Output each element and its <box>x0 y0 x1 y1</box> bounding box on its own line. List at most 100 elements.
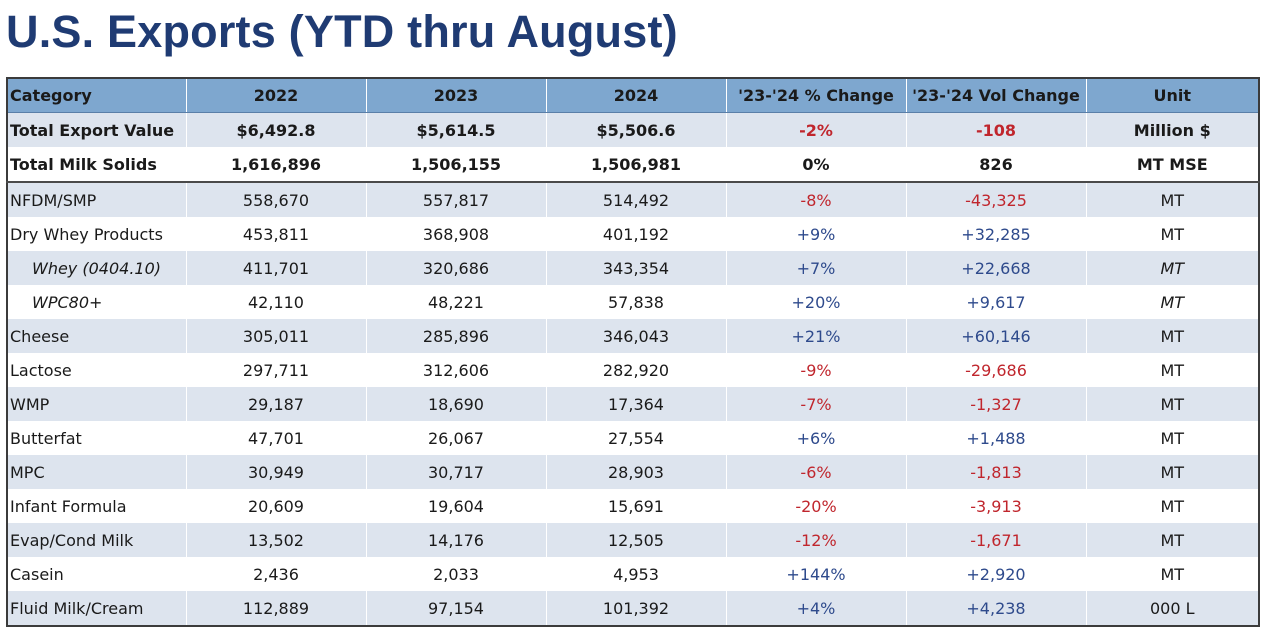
vol-change-cell: +4,238 <box>905 591 1087 627</box>
pct-change-cell: -20% <box>725 489 907 523</box>
header-2022: 2022 <box>185 77 367 113</box>
value-2023-cell: 557,817 <box>365 182 547 217</box>
value-2022-cell: 1,616,896 <box>185 147 367 183</box>
value-2023-cell: 48,221 <box>365 285 547 319</box>
value-2022-cell: 305,011 <box>185 319 367 353</box>
value-2023-cell: 320,686 <box>365 251 547 285</box>
header-pct-change: '23-'24 % Change <box>725 77 907 113</box>
value-2024-cell: 346,043 <box>545 319 727 353</box>
exports-table: Category 2022 2023 2024 '23-'24 % Change… <box>6 77 1260 627</box>
table-row: Whey (0404.10) 411,701 320,686 343,354 +7% +2… <box>6 251 1260 285</box>
vol-change-cell: -108 <box>905 112 1087 147</box>
vol-change-cell: +9,617 <box>905 285 1087 319</box>
table-row: Total Export Value $6,492.8 $5,614.5 $5,506… <box>6 112 1260 147</box>
category-cell: Whey (0404.10) <box>6 251 187 285</box>
pct-change-cell: +20% <box>725 285 907 319</box>
table-row: WPC80+ 42,110 48,221 57,838 +20% +9,617 MT <box>6 285 1260 319</box>
pct-change-cell: 0% <box>725 147 907 183</box>
value-2024-cell: 12,505 <box>545 523 727 557</box>
value-2024-cell: 17,364 <box>545 387 727 421</box>
value-2022-cell: 30,949 <box>185 455 367 489</box>
vol-change-cell: +2,920 <box>905 557 1087 591</box>
vol-change-cell: -3,913 <box>905 489 1087 523</box>
value-2022-cell: 20,609 <box>185 489 367 523</box>
table-row: WMP 29,187 18,690 17,364 -7% -1,327 MT <box>6 387 1260 421</box>
pct-change-cell: +144% <box>725 557 907 591</box>
table-row: Butterfat 47,701 26,067 27,554 +6% +1,488 MT <box>6 421 1260 455</box>
value-2024-cell: 57,838 <box>545 285 727 319</box>
table-row: Dry Whey Products 453,811 368,908 401,192 +9… <box>6 217 1260 251</box>
table-row: Fluid Milk/Cream 112,889 97,154 101,392 +4% +… <box>6 591 1260 627</box>
unit-cell: MT <box>1085 319 1260 353</box>
value-2022-cell: 2,436 <box>185 557 367 591</box>
vol-change-cell: -43,325 <box>905 182 1087 217</box>
pct-change-cell: +4% <box>725 591 907 627</box>
value-2023-cell: 2,033 <box>365 557 547 591</box>
unit-cell: MT <box>1085 523 1260 557</box>
unit-cell: MT <box>1085 455 1260 489</box>
page-title: U.S. Exports (YTD thru August) <box>6 6 678 57</box>
unit-cell: MT <box>1085 557 1260 591</box>
category-cell: Cheese <box>6 319 187 353</box>
value-2023-cell: 312,606 <box>365 353 547 387</box>
table-row: Total Milk Solids 1,616,896 1,506,155 1,506… <box>6 147 1260 183</box>
category-cell: MPC <box>6 455 187 489</box>
category-cell: Infant Formula <box>6 489 187 523</box>
unit-cell: MT <box>1085 285 1260 319</box>
value-2023-cell: 19,604 <box>365 489 547 523</box>
value-2024-cell: 28,903 <box>545 455 727 489</box>
table-row: NFDM/SMP 558,670 557,817 514,492 -8% -43,325 M… <box>6 182 1260 217</box>
vol-change-cell: +22,668 <box>905 251 1087 285</box>
unit-cell: 000 L <box>1085 591 1260 627</box>
unit-cell: MT <box>1085 387 1260 421</box>
value-2024-cell: 1,506,981 <box>545 147 727 183</box>
table-row: Evap/Cond Milk 13,502 14,176 12,505 -12% -1,6… <box>6 523 1260 557</box>
category-cell: NFDM/SMP <box>6 182 187 217</box>
value-2024-cell: 401,192 <box>545 217 727 251</box>
vol-change-cell: -1,327 <box>905 387 1087 421</box>
category-cell: Evap/Cond Milk <box>6 523 187 557</box>
value-2022-cell: 411,701 <box>185 251 367 285</box>
vol-change-cell: -29,686 <box>905 353 1087 387</box>
pct-change-cell: -2% <box>725 112 907 147</box>
value-2022-cell: 112,889 <box>185 591 367 627</box>
value-2023-cell: 285,896 <box>365 319 547 353</box>
value-2022-cell: $6,492.8 <box>185 112 367 147</box>
pct-change-cell: +7% <box>725 251 907 285</box>
pct-change-cell: +9% <box>725 217 907 251</box>
vol-change-cell: -1,671 <box>905 523 1087 557</box>
value-2023-cell: 30,717 <box>365 455 547 489</box>
value-2024-cell: 282,920 <box>545 353 727 387</box>
pct-change-cell: -7% <box>725 387 907 421</box>
value-2022-cell: 42,110 <box>185 285 367 319</box>
vol-change-cell: +32,285 <box>905 217 1087 251</box>
pct-change-cell: -8% <box>725 182 907 217</box>
pct-change-cell: +6% <box>725 421 907 455</box>
value-2023-cell: $5,614.5 <box>365 112 547 147</box>
value-2023-cell: 1,506,155 <box>365 147 547 183</box>
header-2023: 2023 <box>365 77 547 113</box>
table-row: Cheese 305,011 285,896 346,043 +21% +60,146 MT <box>6 319 1260 353</box>
unit-cell: MT <box>1085 489 1260 523</box>
value-2024-cell: 27,554 <box>545 421 727 455</box>
table-row: Lactose 297,711 312,606 282,920 -9% -29,686 MT <box>6 353 1260 387</box>
category-cell: Total Export Value <box>6 112 187 147</box>
category-cell: WPC80+ <box>6 285 187 319</box>
value-2024-cell: 343,354 <box>545 251 727 285</box>
table-header-row: Category 2022 2023 2024 '23-'24 % Change… <box>6 77 1260 113</box>
category-cell: Total Milk Solids <box>6 147 187 183</box>
table-row: MPC 30,949 30,717 28,903 -6% -1,813 MT <box>6 455 1260 489</box>
value-2022-cell: 13,502 <box>185 523 367 557</box>
category-cell: Dry Whey Products <box>6 217 187 251</box>
value-2023-cell: 26,067 <box>365 421 547 455</box>
value-2022-cell: 297,711 <box>185 353 367 387</box>
pct-change-cell: -9% <box>725 353 907 387</box>
value-2024-cell: 15,691 <box>545 489 727 523</box>
category-cell: Butterfat <box>6 421 187 455</box>
vol-change-cell: +60,146 <box>905 319 1087 353</box>
table-row: Casein 2,436 2,033 4,953 +144% +2,920 MT <box>6 557 1260 591</box>
header-category: Category <box>6 77 187 113</box>
value-2024-cell: 514,492 <box>545 182 727 217</box>
unit-cell: MT <box>1085 217 1260 251</box>
value-2022-cell: 29,187 <box>185 387 367 421</box>
